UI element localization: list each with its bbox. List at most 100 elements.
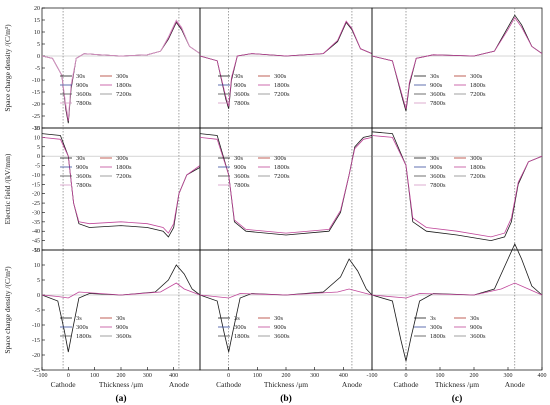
y-tick-label: 0 <box>37 54 40 60</box>
y-tick-label: -15 <box>32 182 40 188</box>
legend-entry-7200s: 7200s <box>470 91 486 98</box>
legend-entry-900s: 900s <box>470 324 483 331</box>
y-tick-label: -50 <box>32 248 40 254</box>
y-tick-label: -10 <box>32 173 40 179</box>
legend-entry-300s: 300s <box>116 155 129 162</box>
plot-frame-b-row1 <box>199 7 373 129</box>
y-tick-label: -25 <box>32 368 40 374</box>
y-tick-label: -45 <box>32 239 40 245</box>
anode-label: Anode <box>169 380 190 389</box>
y-tick-label: -25 <box>32 201 40 207</box>
legend-entry-30s: 30s <box>116 315 126 322</box>
plot-frame-b-row3 <box>199 249 373 371</box>
legend-entry-1800s: 1800s <box>76 333 92 340</box>
series-line-3s <box>371 243 543 362</box>
legend-entry-7200s: 7200s <box>116 173 132 180</box>
y-tick-label: -15 <box>32 338 40 344</box>
x-tick-label: 400 <box>538 373 547 379</box>
x-axis-label: Thickness /μm <box>264 380 308 389</box>
plot-frame-c-row1 <box>371 7 543 129</box>
y-tick-label: 20 <box>34 6 40 12</box>
legend-entry-1800s: 1800s <box>470 82 486 89</box>
x-tick-label: 0 <box>227 373 230 379</box>
x-tick-label: -100 <box>367 373 378 379</box>
y-axis-label: Space charge density /(C/m³) <box>3 24 12 112</box>
y-tick-label: 15 <box>34 126 40 132</box>
plot-frame-a-row2 <box>41 127 201 251</box>
x-tick-label: 400 <box>169 373 178 379</box>
legend-entry-1800s: 1800s <box>274 164 290 171</box>
legend-entry-3600s: 3600s <box>116 333 132 340</box>
y-tick-label: -10 <box>32 78 40 84</box>
legend-entry-30s: 30s <box>470 315 480 322</box>
y-tick-label: -20 <box>32 192 40 198</box>
plot-frame-a-row3 <box>41 249 201 371</box>
legend-entry-900s: 900s <box>116 324 129 331</box>
legend-entry-300s: 300s <box>430 324 443 331</box>
legend-entry-300s: 300s <box>470 73 483 80</box>
x-tick-label: 100 <box>90 373 99 379</box>
legend-entry-7800s: 7800s <box>234 182 250 189</box>
legend-entry-7200s: 7200s <box>116 91 132 98</box>
legend-entry-3600s: 3600s <box>76 91 92 98</box>
y-tick-label: -20 <box>32 353 40 359</box>
y-tick-label: 0 <box>37 293 40 299</box>
series-line-7800s <box>41 19 201 119</box>
legend-entry-3s: 3s <box>430 315 436 322</box>
cathode-label: Cathode <box>51 380 77 389</box>
y-tick-label: -30 <box>32 210 40 216</box>
cathode-label: Cathode <box>394 380 420 389</box>
y-tick-label: -20 <box>32 102 40 108</box>
legend-entry-3s: 3s <box>234 315 240 322</box>
x-tick-label: 200 <box>117 373 126 379</box>
legend-entry-7200s: 7200s <box>274 91 290 98</box>
legend-entry-300s: 300s <box>234 324 247 331</box>
legend-entry-7800s: 7800s <box>76 100 92 107</box>
panel-label: (b) <box>280 393 292 404</box>
y-tick-label: -15 <box>32 90 40 96</box>
x-tick-label: 400 <box>339 373 348 379</box>
y-tick-label: -10 <box>32 323 40 329</box>
x-tick-label: 300 <box>143 373 152 379</box>
anode-label: Anode <box>505 380 526 389</box>
series-line-30s <box>41 282 201 299</box>
legend-entry-3600s: 3600s <box>430 173 446 180</box>
x-axis-label: Thickness /μm <box>435 380 479 389</box>
y-tick-label: 0 <box>37 154 40 160</box>
legend-entry-30s: 30s <box>234 155 244 162</box>
legend-entry-1800s: 1800s <box>430 333 446 340</box>
y-tick-label: -30 <box>32 126 40 132</box>
legend-entry-7200s: 7200s <box>274 173 290 180</box>
y-tick-label: 5 <box>37 278 40 284</box>
legend-entry-300s: 300s <box>470 155 483 162</box>
series-line-30s <box>371 14 543 112</box>
y-tick-label: 15 <box>34 248 40 254</box>
legend-entry-30s: 30s <box>76 155 86 162</box>
legend-entry-3600s: 3600s <box>76 173 92 180</box>
legend-entry-900s: 900s <box>274 324 287 331</box>
legend-entry-3600s: 3600s <box>274 333 290 340</box>
legend-entry-30s: 30s <box>430 73 440 80</box>
series-line-7800s <box>199 20 373 107</box>
legend-entry-3600s: 3600s <box>234 91 250 98</box>
series-line-7800s <box>41 137 201 234</box>
cathode-label: Cathode <box>216 380 242 389</box>
y-tick-label: -5 <box>35 308 40 314</box>
legend-entry-30s: 30s <box>274 315 284 322</box>
legend-entry-3600s: 3600s <box>234 173 250 180</box>
series-line-7800s <box>371 16 543 109</box>
legend-entry-300s: 300s <box>116 73 129 80</box>
legend-entry-300s: 300s <box>274 155 287 162</box>
legend-entry-7800s: 7800s <box>430 100 446 107</box>
series-line-30s <box>371 282 543 299</box>
legend-entry-1800s: 1800s <box>116 82 132 89</box>
y-axis-label: Electric field /(kV/mm) <box>3 153 12 224</box>
x-tick-label: 200 <box>470 373 479 379</box>
y-tick-label: 10 <box>34 263 40 269</box>
legend-entry-900s: 900s <box>234 82 247 89</box>
legend-entry-7800s: 7800s <box>234 100 250 107</box>
legend-entry-300s: 300s <box>274 73 287 80</box>
panel-label: (c) <box>452 393 463 404</box>
series-line-7800s <box>371 135 543 238</box>
y-tick-label: 10 <box>34 30 40 36</box>
